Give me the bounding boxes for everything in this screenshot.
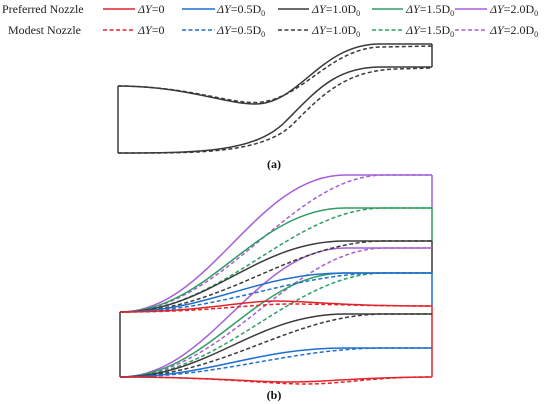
legend-row-label-preferred: Preferred Nozzle [2,2,84,16]
legend-label-preferred-dy15: ΔY=1.5D0 [405,2,454,18]
legend-label-modest-dy15: ΔY=1.5D0 [405,23,454,39]
panel-b-modest-dy10-lower [119,313,432,378]
panel-a-modest-lower-wall [117,67,433,154]
panel-b-modest-dy10-upper [119,240,432,313]
panel-b-nozzles [119,174,433,385]
panel-b-modest-dy20-upper [119,174,432,313]
caption-a: (a) [267,157,281,171]
panel-b-modest-dy0-lower [119,376,433,385]
panel-b-preferred-dy15-lower [119,272,432,378]
panel-b-preferred-dy10-upper [119,240,432,313]
panel-b-modest-dy05-upper [119,272,432,313]
panel-b-modest-dy0-upper [119,303,433,313]
panel-b-preferred-dy20-upper [119,174,432,313]
legend-row-label-modest: Modest Nozzle [8,23,81,37]
legend-label-modest-dy10: ΔY=1.0D0 [311,23,360,39]
panel-b-preferred-dy10-lower [119,313,432,378]
panel-b-modest-dy05-lower [119,347,432,378]
legend-label-modest-dy20: ΔY=2.0D0 [489,23,538,39]
legend-label-preferred-dy0: ΔY=0 [137,2,165,16]
legend: Preferred Nozzle Modest Nozzle ΔY=0 ΔY=0… [2,2,538,39]
legend-label-preferred-dy10: ΔY=1.0D0 [311,2,360,18]
panel-b-modest-dy15-lower [119,272,432,378]
legend-label-preferred-dy20: ΔY=2.0D0 [489,2,538,18]
legend-label-modest-dy0: ΔY=0 [137,23,165,37]
legend-label-preferred-dy05: ΔY=0.5D0 [216,2,265,18]
panel-a-preferred-lower-wall [117,66,432,154]
panel-a-preferred-upper-wall [117,43,432,105]
legend-label-modest-dy05: ΔY=0.5D0 [216,23,265,39]
panel-a-nozzle [117,43,433,154]
panel-a-modest-upper-wall [117,45,433,104]
caption-b: (b) [267,388,282,402]
panel-b-preferred-dy15-upper [119,207,432,313]
